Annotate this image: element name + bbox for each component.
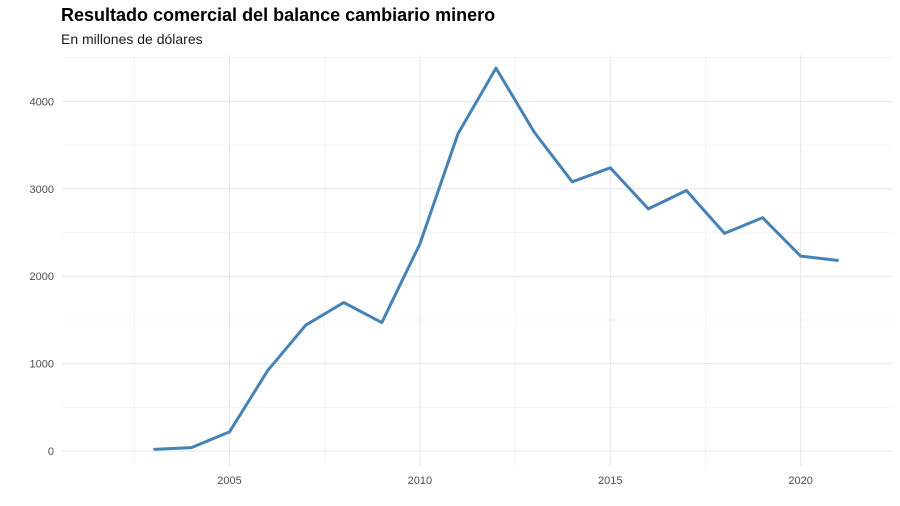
series-layer	[153, 66, 839, 451]
major-gridlines	[62, 55, 892, 466]
y-tick-label: 4000	[30, 96, 54, 108]
chart-subtitle: En millones de dólares	[61, 31, 203, 47]
x-tick-label: 2005	[217, 475, 241, 487]
x-tick-label: 2015	[598, 475, 622, 487]
y-tick-label: 0	[48, 446, 54, 458]
chart-title: Resultado comercial del balance cambiari…	[61, 5, 496, 25]
minor-gridlines	[62, 55, 892, 466]
y-tick-label: 1000	[30, 359, 54, 371]
x-tick-label: 2010	[408, 475, 432, 487]
x-axis-ticks: 2005 2010 2015 2020	[217, 475, 813, 487]
y-tick-label: 2000	[30, 271, 54, 283]
y-tick-label: 3000	[30, 184, 54, 196]
series-line	[153, 66, 839, 451]
y-axis-ticks: 0 1000 2000 3000 4000	[30, 96, 54, 458]
x-tick-label: 2020	[788, 475, 812, 487]
